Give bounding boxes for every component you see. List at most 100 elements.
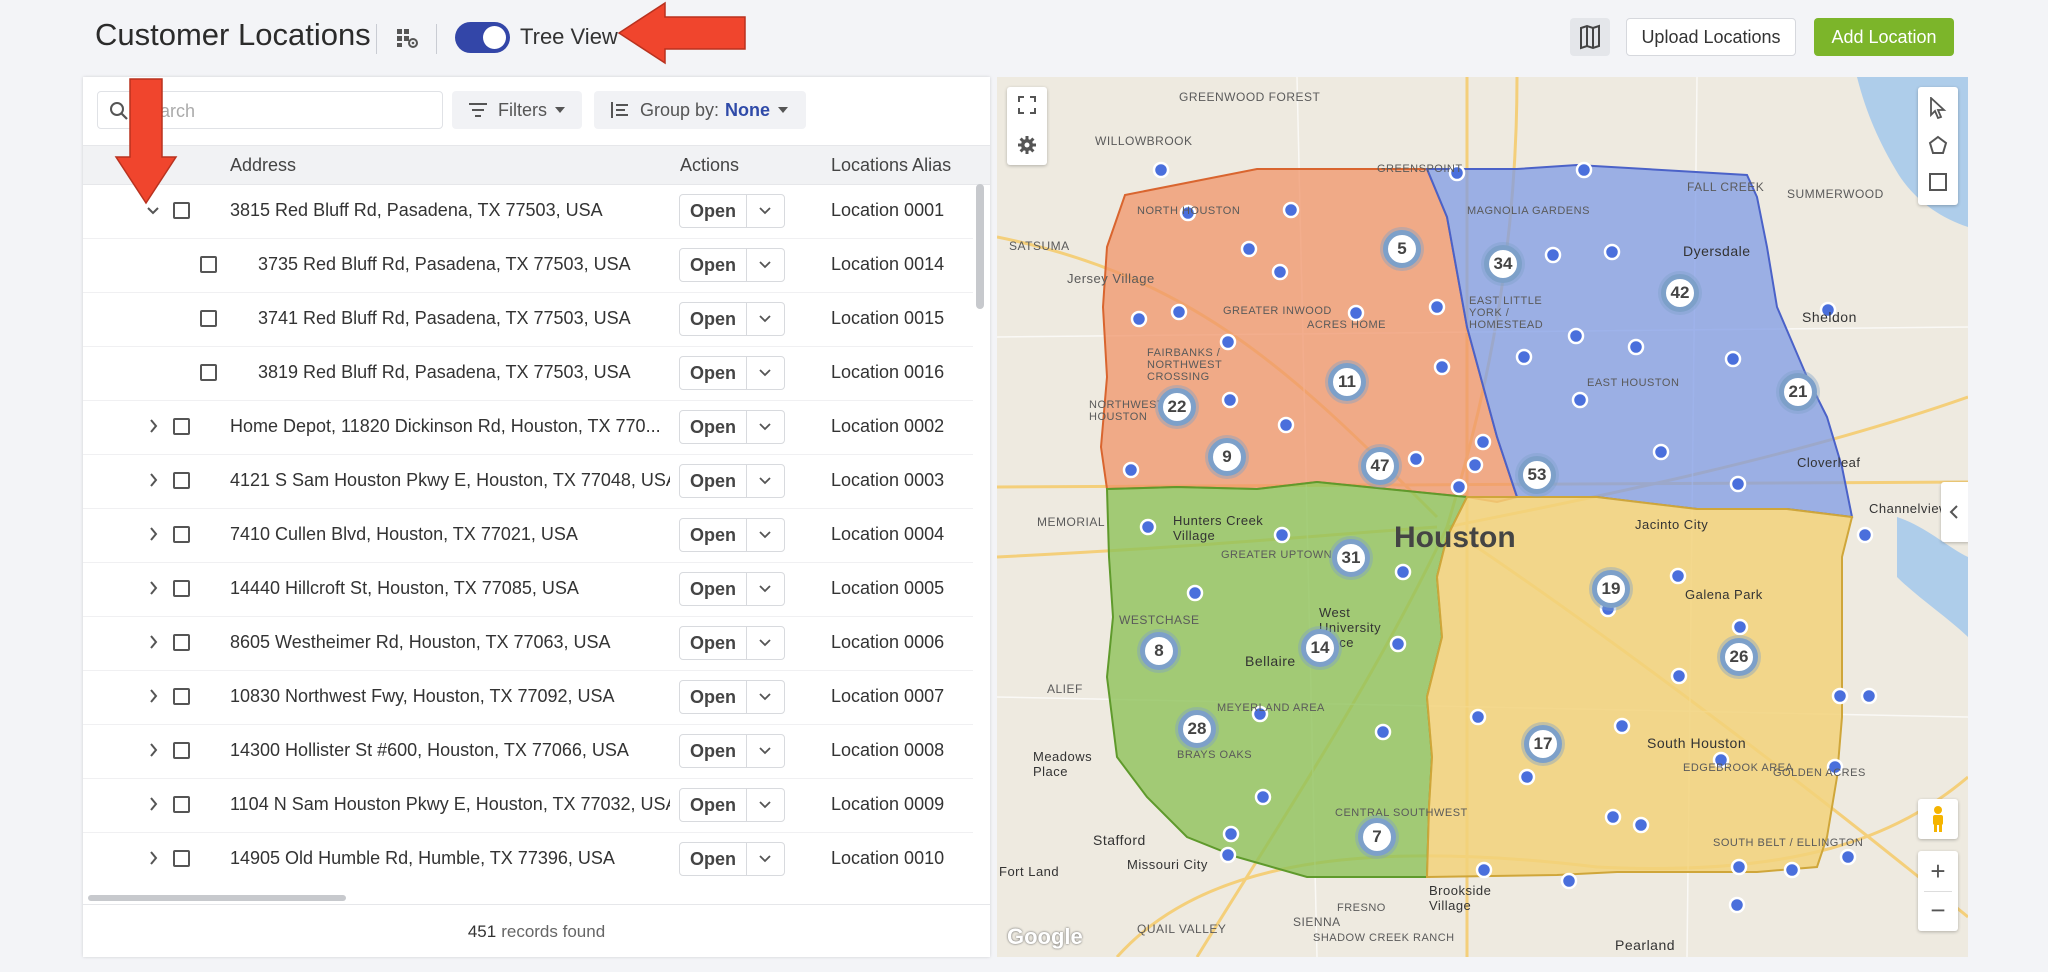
location-marker[interactable] (1254, 788, 1272, 806)
location-marker[interactable] (1389, 635, 1407, 653)
table-child-row[interactable]: 3735 Red Bluff Rd, Pasadena, TX 77503, U… (83, 238, 973, 293)
tree-view-toggle[interactable] (455, 22, 510, 53)
table-row[interactable]: 1104 N Sam Houston Pkwy E, Houston, TX 7… (83, 778, 973, 833)
chevron-right-icon[interactable] (146, 632, 160, 652)
location-cluster[interactable]: 31 (1332, 539, 1370, 577)
location-marker[interactable] (1222, 825, 1240, 843)
territory-map[interactable]: GREENWOOD FOREST GREENSPOINT WILLOWBROOK… (997, 77, 1968, 957)
location-cluster[interactable]: 34 (1484, 245, 1522, 283)
row-checkbox[interactable] (173, 418, 190, 435)
search-box[interactable] (97, 91, 443, 129)
open-button[interactable]: Open (680, 465, 747, 497)
table-row[interactable]: 14905 Old Humble Rd, Humble, TX 77396, U… (83, 832, 973, 884)
location-marker[interactable] (1571, 391, 1589, 409)
chevron-down-icon[interactable] (146, 200, 160, 220)
row-checkbox[interactable] (173, 688, 190, 705)
open-button[interactable]: Open (680, 303, 747, 335)
zoom-out-button[interactable]: − (1930, 895, 1946, 925)
chevron-right-icon[interactable] (146, 686, 160, 706)
location-cluster[interactable]: 14 (1301, 629, 1339, 667)
pointer-icon[interactable] (1929, 97, 1947, 119)
location-cluster[interactable]: 26 (1720, 638, 1758, 676)
row-actions-dropdown[interactable] (746, 249, 784, 281)
location-marker[interactable] (1221, 391, 1239, 409)
group-by-button[interactable]: Group by: None (594, 91, 806, 129)
table-child-row[interactable]: 3741 Red Bluff Rd, Pasadena, TX 77503, U… (83, 292, 973, 347)
location-marker[interactable] (1433, 358, 1451, 376)
chevron-right-icon[interactable] (146, 794, 160, 814)
row-checkbox[interactable] (200, 364, 217, 381)
location-marker[interactable] (1560, 872, 1578, 890)
location-marker[interactable] (1729, 475, 1747, 493)
location-marker[interactable] (1251, 705, 1269, 723)
location-cluster[interactable]: 7 (1358, 818, 1396, 856)
location-marker[interactable] (1186, 584, 1204, 602)
filters-button[interactable]: Filters (452, 91, 582, 129)
location-cluster[interactable]: 42 (1661, 274, 1699, 312)
location-marker[interactable] (1219, 846, 1237, 864)
location-marker[interactable] (1730, 858, 1748, 876)
location-marker[interactable] (1139, 518, 1157, 536)
location-marker[interactable] (1839, 848, 1857, 866)
location-marker[interactable] (1152, 161, 1170, 179)
location-cluster[interactable]: 22 (1158, 388, 1196, 426)
chevron-right-icon[interactable] (146, 470, 160, 490)
grid-settings-icon[interactable] (395, 26, 419, 50)
chevron-right-icon[interactable] (146, 848, 160, 868)
location-marker[interactable] (1273, 526, 1291, 544)
row-actions-dropdown[interactable] (746, 573, 784, 605)
location-marker[interactable] (1603, 243, 1621, 261)
row-actions-dropdown[interactable] (746, 789, 784, 821)
location-cluster[interactable]: 5 (1383, 230, 1421, 268)
location-marker[interactable] (1240, 240, 1258, 258)
location-marker[interactable] (1544, 246, 1562, 264)
polygon-icon[interactable] (1928, 135, 1948, 155)
row-checkbox[interactable] (173, 472, 190, 489)
row-checkbox[interactable] (173, 580, 190, 597)
location-cluster[interactable]: 28 (1178, 710, 1216, 748)
location-marker[interactable] (1783, 861, 1801, 879)
location-marker[interactable] (1407, 450, 1425, 468)
location-marker[interactable] (1652, 443, 1670, 461)
collapse-panel-button[interactable] (1941, 482, 1968, 542)
open-button[interactable]: Open (680, 843, 747, 875)
row-actions-dropdown[interactable] (746, 195, 784, 227)
location-marker[interactable] (1724, 350, 1742, 368)
open-button[interactable]: Open (680, 357, 747, 389)
location-marker[interactable] (1728, 896, 1746, 914)
row-actions-dropdown[interactable] (746, 519, 784, 551)
row-actions-dropdown[interactable] (746, 465, 784, 497)
table-row[interactable]: 3815 Red Bluff Rd, Pasadena, TX 77503, U… (83, 184, 973, 239)
location-marker[interactable] (1575, 161, 1593, 179)
table-row[interactable]: 14440 Hillcroft St, Houston, TX 77085, U… (83, 562, 973, 617)
row-checkbox[interactable] (173, 742, 190, 759)
open-button[interactable]: Open (680, 789, 747, 821)
upload-locations-button[interactable]: Upload Locations (1626, 18, 1796, 56)
fullscreen-icon[interactable] (1017, 95, 1037, 115)
location-marker[interactable] (1856, 526, 1874, 544)
location-marker[interactable] (1669, 567, 1687, 585)
zoom-in-button[interactable]: + (1930, 856, 1946, 886)
row-actions-dropdown[interactable] (746, 357, 784, 389)
open-button[interactable]: Open (680, 411, 747, 443)
table-child-row[interactable]: 3819 Red Bluff Rd, Pasadena, TX 77503, U… (83, 346, 973, 401)
row-actions-dropdown[interactable] (746, 843, 784, 875)
row-actions-dropdown[interactable] (746, 411, 784, 443)
location-marker[interactable] (1428, 298, 1446, 316)
location-cluster[interactable]: 9 (1208, 438, 1246, 476)
location-marker[interactable] (1567, 327, 1585, 345)
location-marker[interactable] (1860, 687, 1878, 705)
table-row[interactable]: 8605 Westheimer Rd, Houston, TX 77063, U… (83, 616, 973, 671)
location-marker[interactable] (1627, 338, 1645, 356)
open-button[interactable]: Open (680, 627, 747, 659)
location-marker[interactable] (1374, 723, 1392, 741)
vertical-scrollbar[interactable] (976, 184, 984, 309)
map-canvas[interactable] (997, 77, 1968, 957)
row-actions-dropdown[interactable] (746, 627, 784, 659)
row-actions-dropdown[interactable] (746, 681, 784, 713)
location-cluster[interactable]: 19 (1592, 570, 1630, 608)
location-marker[interactable] (1179, 204, 1197, 222)
row-checkbox[interactable] (173, 850, 190, 867)
table-row[interactable]: 10830 Northwest Fwy, Houston, TX 77092, … (83, 670, 973, 725)
location-marker[interactable] (1819, 301, 1837, 319)
